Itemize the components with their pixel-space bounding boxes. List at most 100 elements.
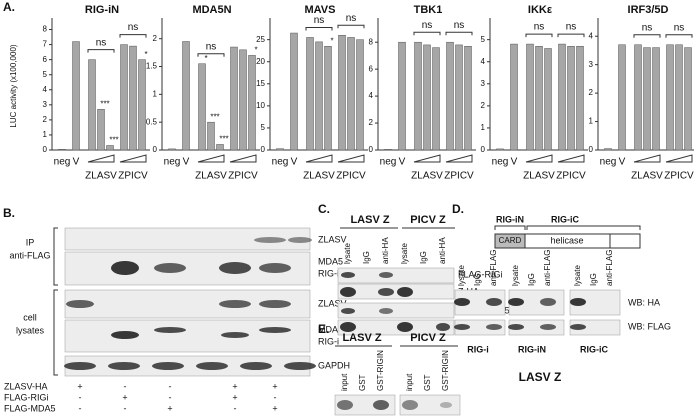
bar (526, 43, 534, 151)
blot-band (64, 362, 96, 370)
y-tick-label: 8 (369, 37, 374, 46)
y-tick-label: 6 (43, 55, 48, 64)
blot-band (397, 287, 413, 297)
bar (88, 59, 96, 151)
bar (423, 44, 431, 151)
group-label: ZLASV (303, 171, 335, 182)
band-label: WB: HA (628, 297, 660, 307)
lane-label: input (405, 373, 414, 391)
bar (230, 46, 238, 151)
blot-band (454, 298, 470, 306)
blot-band (111, 331, 139, 339)
domain-box (609, 233, 641, 249)
dose-wedge (633, 154, 661, 163)
y-tick-label: 7 (43, 40, 48, 49)
blot-strip (64, 355, 311, 377)
chart-title: MAVS (305, 4, 336, 16)
blot-strip (399, 394, 461, 416)
bar (129, 45, 137, 151)
bar (652, 47, 660, 151)
group-label: RIG-i (467, 344, 489, 354)
dose-wedge (197, 154, 225, 163)
band-label: WB: FLAG (628, 321, 671, 331)
bracket (53, 289, 58, 376)
domain-bracket (526, 225, 641, 230)
group-label: ZPICV (228, 171, 258, 182)
bar (324, 46, 332, 151)
bar (576, 46, 584, 151)
condition-label: FLAG-RIGi (4, 392, 49, 402)
condition-sign: - (79, 403, 82, 413)
x-tick-label: neg (492, 157, 509, 168)
lane-label: anti-FLAG (543, 250, 552, 286)
bar (97, 109, 105, 151)
lane-label: anti-HA (381, 237, 390, 264)
y-tick-label: 1 (43, 130, 48, 139)
significance-label: ns (128, 22, 139, 33)
significance-bracket (525, 33, 553, 38)
x-tick-label: V (511, 157, 518, 168)
bar (398, 41, 406, 151)
blot-band (454, 324, 470, 330)
y-tick-label: 0.5 (146, 117, 158, 126)
blot-band (397, 322, 413, 332)
blot-band (221, 332, 249, 338)
y-tick-label: 2 (481, 101, 486, 110)
blot-strip (337, 302, 455, 319)
bar (604, 148, 612, 151)
condition-sign: + (122, 392, 127, 402)
bar-annotation: * (204, 54, 207, 63)
dose-wedge (525, 154, 553, 163)
bar (510, 43, 518, 151)
band-label: ZLASV (318, 298, 347, 308)
group-label: ZPICV (336, 171, 366, 182)
significance-bracket (413, 31, 441, 36)
y-tick-label: 1 (481, 123, 486, 132)
condition-sign: - (79, 392, 82, 402)
chart-title: IRF3/5D (628, 4, 669, 16)
condition-sign: + (232, 392, 237, 402)
panel-label: E. (318, 322, 329, 336)
y-tick-label: 6 (369, 64, 374, 73)
x-tick-label: V (291, 157, 298, 168)
blot-band (154, 263, 186, 273)
blot-band (379, 272, 393, 278)
significance-bracket (633, 34, 661, 38)
group-label: ZLASV (411, 171, 443, 182)
bar (315, 41, 323, 151)
lane-label: IgG (473, 273, 482, 286)
bar (276, 148, 284, 151)
x-tick-label: V (73, 157, 80, 168)
domain-bracket (494, 225, 526, 230)
bar (168, 148, 176, 151)
dose-wedge (413, 154, 441, 163)
y-tick-label: 2 (43, 115, 48, 124)
x-tick-label: V (183, 157, 190, 168)
bar (356, 39, 364, 151)
chart-title: TBK1 (414, 4, 443, 16)
blot-band (540, 298, 556, 306)
lane-label: lysate (400, 243, 409, 264)
blot-band (259, 263, 291, 273)
y-tick-label: 3 (43, 100, 48, 109)
group-header: PICV Z (410, 332, 446, 344)
domain-label: RIG-iC (551, 214, 579, 224)
y-tick-label: 25 (256, 35, 265, 44)
condition-sign: - (274, 392, 277, 402)
lane-label: lysate (573, 265, 582, 286)
group-label: RIG-iN (518, 344, 546, 354)
y-tick-label: 1 (589, 117, 594, 126)
y-tick-label: 4 (481, 57, 486, 66)
bar (290, 32, 298, 151)
significance-label: ns (346, 13, 357, 24)
panel-label: D. (452, 202, 464, 216)
y-tick-label: 2 (153, 34, 158, 43)
significance-bracket (445, 31, 473, 36)
significance-label: ns (454, 20, 465, 31)
bar (496, 148, 504, 151)
blot-band (508, 324, 524, 330)
y-tick-label: 2 (369, 118, 374, 127)
bar-annotation: *** (219, 135, 228, 144)
y-tick-label: 3 (481, 79, 486, 88)
